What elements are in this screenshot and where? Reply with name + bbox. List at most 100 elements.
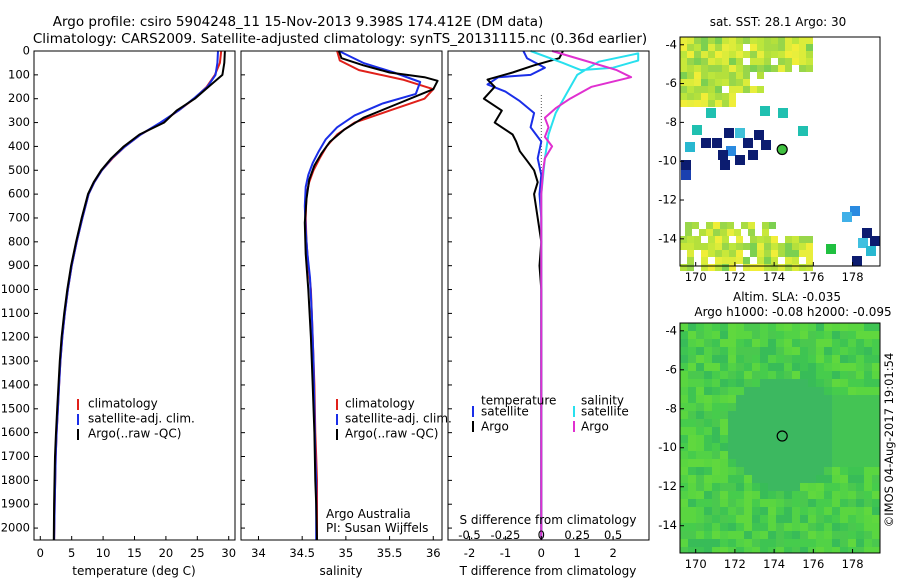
sla-cell xyxy=(768,443,776,451)
sst-cell xyxy=(708,44,715,51)
sst-map-ticks: 170 172 174 176 178 -4 -6 -8 -10 -12 -14 xyxy=(658,37,863,284)
series-climatology xyxy=(53,50,223,541)
sla-cell xyxy=(800,483,808,491)
sla-cell xyxy=(688,475,696,483)
sst-cell xyxy=(771,44,778,51)
sla-cell xyxy=(760,451,768,459)
sla-cell xyxy=(808,547,816,553)
sla-cell xyxy=(792,507,800,515)
sla-cell xyxy=(848,331,856,339)
sla-cell xyxy=(744,371,752,379)
sla-cell xyxy=(712,523,720,531)
sla-cell xyxy=(744,443,752,451)
sst-cell xyxy=(681,170,691,180)
sla-cell xyxy=(840,339,848,347)
salinity-x-ticks: 34 34.5 35 35.5 36 xyxy=(251,536,441,560)
sst-cell xyxy=(722,44,729,51)
sla-cell xyxy=(744,475,752,483)
sst-cell xyxy=(694,236,701,243)
sla-cell xyxy=(680,355,688,363)
sla-cell xyxy=(816,459,824,467)
sla-cell xyxy=(864,403,872,411)
sla-cell xyxy=(800,411,808,419)
sla-cell xyxy=(760,403,768,411)
sla-cell xyxy=(704,451,712,459)
sst-cell xyxy=(701,138,711,148)
sst-cell xyxy=(792,243,799,250)
sla-cell xyxy=(816,491,824,499)
sla-cell xyxy=(800,499,808,507)
sla-cell xyxy=(704,339,712,347)
map-y-tick-label: -6 xyxy=(666,76,677,90)
sla-cell xyxy=(744,523,752,531)
sla-cell xyxy=(760,427,768,435)
sla-cell xyxy=(800,387,808,395)
sst-cell xyxy=(715,250,722,257)
sla-cell xyxy=(872,499,880,507)
sla-cell xyxy=(848,507,856,515)
sla-cell xyxy=(800,539,808,547)
sst-cell xyxy=(701,58,708,65)
sla-cell xyxy=(840,515,848,523)
sla-cell xyxy=(800,347,808,355)
sla-cell xyxy=(728,387,736,395)
sst-cell xyxy=(729,37,736,44)
sla-cell xyxy=(768,483,776,491)
sla-cell xyxy=(800,379,808,387)
difference-top-ticks: -0.5 -0.25 0 0.25 0.5 xyxy=(458,528,622,542)
sla-cell xyxy=(680,539,688,547)
sla-cell xyxy=(744,467,752,475)
sst-cell xyxy=(771,250,778,257)
sst-cell xyxy=(715,236,722,243)
sla-cell xyxy=(824,363,832,371)
sst-cell xyxy=(708,79,715,86)
sla-cell xyxy=(840,355,848,363)
sla-cell xyxy=(744,419,752,427)
map-x-tick-label: 178 xyxy=(842,270,864,284)
sst-cell xyxy=(792,236,799,243)
sst-cell xyxy=(785,257,792,264)
x-tick-label: 0 xyxy=(538,546,545,560)
sla-cell xyxy=(776,491,784,499)
sla-cell xyxy=(680,379,688,387)
sst-cell xyxy=(715,243,722,250)
sst-cell xyxy=(722,65,729,72)
sla-cell xyxy=(760,355,768,363)
sla-cell xyxy=(856,539,864,547)
top-tick-label: -0.25 xyxy=(491,528,521,542)
sla-cell xyxy=(736,475,744,483)
sst-cell xyxy=(778,37,785,44)
sla-cell xyxy=(720,451,728,459)
sla-cell xyxy=(808,419,816,427)
sla-cell xyxy=(792,531,800,539)
sla-cell xyxy=(816,363,824,371)
sla-cell xyxy=(752,419,760,427)
sla-cell xyxy=(816,403,824,411)
sla-cell xyxy=(872,395,880,403)
sla-cell xyxy=(768,459,776,467)
legend-label-climatology: climatology xyxy=(88,397,158,411)
sla-cell xyxy=(720,539,728,547)
sla-cell xyxy=(768,467,776,475)
sla-cell xyxy=(696,467,704,475)
sst-cell xyxy=(722,93,729,100)
sla-cell xyxy=(728,475,736,483)
sst-cell xyxy=(701,86,708,93)
sst-cell xyxy=(694,86,701,93)
sst-cell xyxy=(715,79,722,86)
title-line-1: Argo profile: csiro 5904248_11 15-Nov-20… xyxy=(53,14,544,30)
sst-cell xyxy=(687,37,694,44)
x-tick-label: 10 xyxy=(96,546,111,560)
sla-cell xyxy=(784,435,792,443)
sla-cell xyxy=(816,531,824,539)
sst-cell xyxy=(715,58,722,65)
sla-cell xyxy=(712,347,720,355)
series-satellite-adj-clim xyxy=(53,50,219,541)
sst-cell xyxy=(701,243,708,250)
sst-cell xyxy=(750,65,757,72)
sla-cell xyxy=(680,403,688,411)
sla-cell xyxy=(736,371,744,379)
sla-cell xyxy=(824,379,832,387)
sla-cell xyxy=(800,363,808,371)
sst-cell xyxy=(771,236,778,243)
